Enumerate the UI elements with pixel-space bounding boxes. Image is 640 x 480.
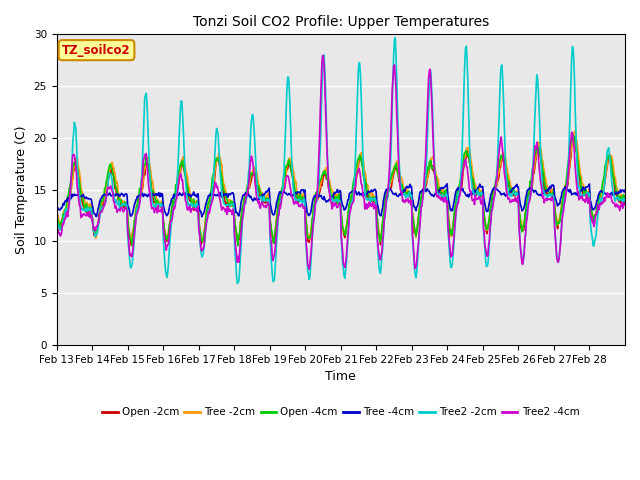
X-axis label: Time: Time — [325, 370, 356, 384]
Tree2 -4cm — [319, 53, 326, 59]
Open -4cm — [569, 132, 577, 138]
Tree2 -2cm — [392, 35, 399, 40]
Tree2 -4cm — [252, 187, 260, 192]
Tree -2cm — [52, 216, 60, 222]
Tree2 -2cm — [224, 202, 232, 207]
Line: Tree2 -2cm: Tree2 -2cm — [56, 37, 625, 284]
Tree -2cm — [400, 185, 408, 191]
Tree -4cm — [225, 191, 232, 197]
Y-axis label: Soil Temperature (C): Soil Temperature (C) — [15, 125, 28, 254]
Open -4cm — [225, 204, 232, 209]
Tree2 -4cm — [52, 221, 60, 227]
Tree -4cm — [444, 181, 451, 187]
Open -4cm — [120, 202, 127, 208]
Tree2 -4cm — [401, 200, 409, 205]
Open -2cm — [120, 200, 127, 205]
Open -4cm — [52, 216, 60, 221]
Tree -4cm — [621, 187, 629, 193]
Line: Tree -4cm: Tree -4cm — [56, 184, 625, 217]
Tree -4cm — [432, 191, 440, 197]
Line: Tree2 -4cm: Tree2 -4cm — [56, 56, 625, 269]
Open -2cm — [621, 197, 629, 203]
Tree -2cm — [120, 202, 127, 208]
Open -2cm — [432, 175, 440, 180]
Open -4cm — [621, 196, 629, 202]
Open -2cm — [253, 182, 260, 188]
Tree2 -4cm — [224, 204, 232, 209]
Line: Open -2cm: Open -2cm — [56, 136, 625, 245]
Open -2cm — [52, 217, 60, 223]
Tree -2cm — [572, 128, 579, 134]
Line: Open -4cm: Open -4cm — [56, 135, 625, 246]
Line: Tree -2cm: Tree -2cm — [56, 131, 625, 242]
Tree -2cm — [621, 193, 629, 199]
Tree -2cm — [253, 169, 260, 175]
Open -4cm — [400, 189, 408, 195]
Open -2cm — [400, 189, 408, 195]
Text: TZ_soilco2: TZ_soilco2 — [62, 44, 131, 57]
Tree2 -2cm — [234, 281, 241, 287]
Legend: Open -2cm, Tree -2cm, Open -4cm, Tree -4cm, Tree2 -2cm, Tree2 -4cm: Open -2cm, Tree -2cm, Open -4cm, Tree -4… — [98, 403, 584, 421]
Open -4cm — [253, 177, 260, 183]
Open -2cm — [225, 203, 232, 208]
Tree2 -2cm — [253, 176, 260, 182]
Open -4cm — [128, 243, 136, 249]
Tree -4cm — [400, 187, 408, 192]
Tree -4cm — [52, 202, 60, 207]
Tree2 -2cm — [52, 218, 60, 224]
Tree2 -4cm — [433, 193, 440, 199]
Tree -4cm — [120, 192, 127, 198]
Tree -4cm — [253, 197, 260, 203]
Open -4cm — [275, 201, 282, 206]
Tree -4cm — [198, 214, 205, 220]
Title: Tonzi Soil CO2 Profile: Upper Temperatures: Tonzi Soil CO2 Profile: Upper Temperatur… — [193, 15, 489, 29]
Tree -2cm — [198, 239, 206, 245]
Tree -4cm — [275, 193, 282, 199]
Tree2 -2cm — [120, 202, 127, 208]
Open -4cm — [432, 174, 440, 180]
Open -2cm — [275, 205, 282, 211]
Tree2 -4cm — [621, 200, 629, 206]
Tree2 -2cm — [621, 198, 629, 204]
Tree2 -2cm — [401, 192, 409, 197]
Tree2 -4cm — [120, 209, 127, 215]
Open -2cm — [127, 242, 135, 248]
Tree -2cm — [225, 199, 232, 204]
Open -2cm — [570, 133, 578, 139]
Tree2 -2cm — [275, 216, 282, 222]
Tree2 -4cm — [273, 220, 281, 226]
Tree -2cm — [432, 171, 440, 177]
Tree -2cm — [275, 204, 282, 209]
Tree2 -4cm — [305, 266, 313, 272]
Tree2 -2cm — [433, 189, 440, 195]
